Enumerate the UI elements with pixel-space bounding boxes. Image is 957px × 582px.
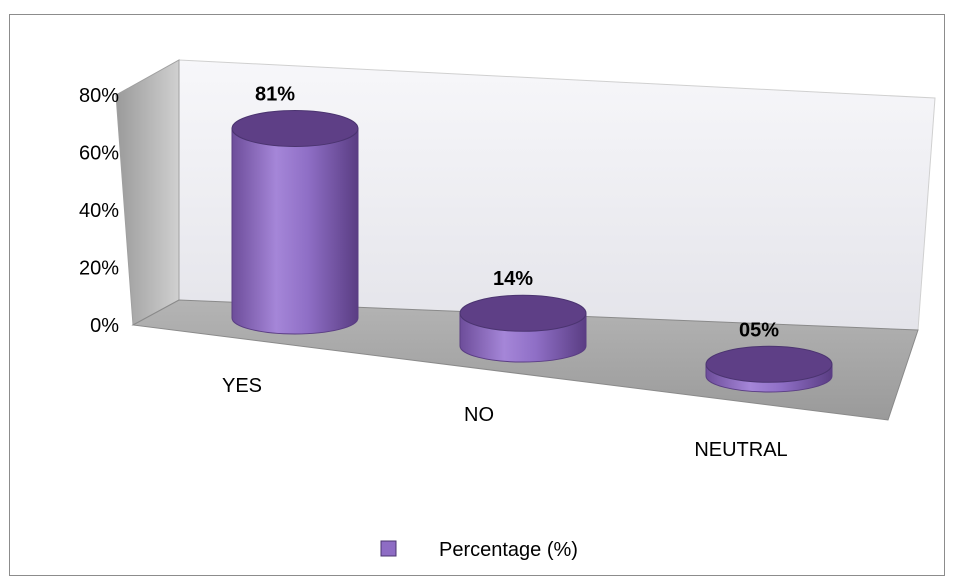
category-label: NEUTRAL	[694, 439, 787, 461]
y-tick-label: 80%	[79, 85, 119, 107]
data-label: 14%	[493, 268, 533, 290]
bar-yes	[231, 109, 359, 335]
bar-neutral	[705, 345, 833, 393]
bar-no	[459, 294, 587, 363]
legend-label: Percentage (%)	[439, 539, 578, 561]
bar-top	[705, 345, 833, 383]
category-label: NO	[464, 404, 494, 426]
bar-body	[231, 127, 359, 335]
side-wall	[115, 59, 180, 326]
legend-swatch	[380, 540, 397, 557]
y-tick-label: 0%	[90, 315, 119, 337]
bar-top	[459, 294, 587, 332]
bar-top	[231, 109, 359, 147]
legend: Percentage (%)	[380, 539, 578, 561]
y-tick-label: 40%	[79, 200, 119, 222]
y-tick-label: 60%	[79, 143, 119, 165]
data-label: 05%	[739, 319, 779, 341]
category-label: YES	[222, 375, 262, 397]
y-tick-label: 20%	[79, 258, 119, 280]
data-label: 81%	[255, 83, 295, 105]
